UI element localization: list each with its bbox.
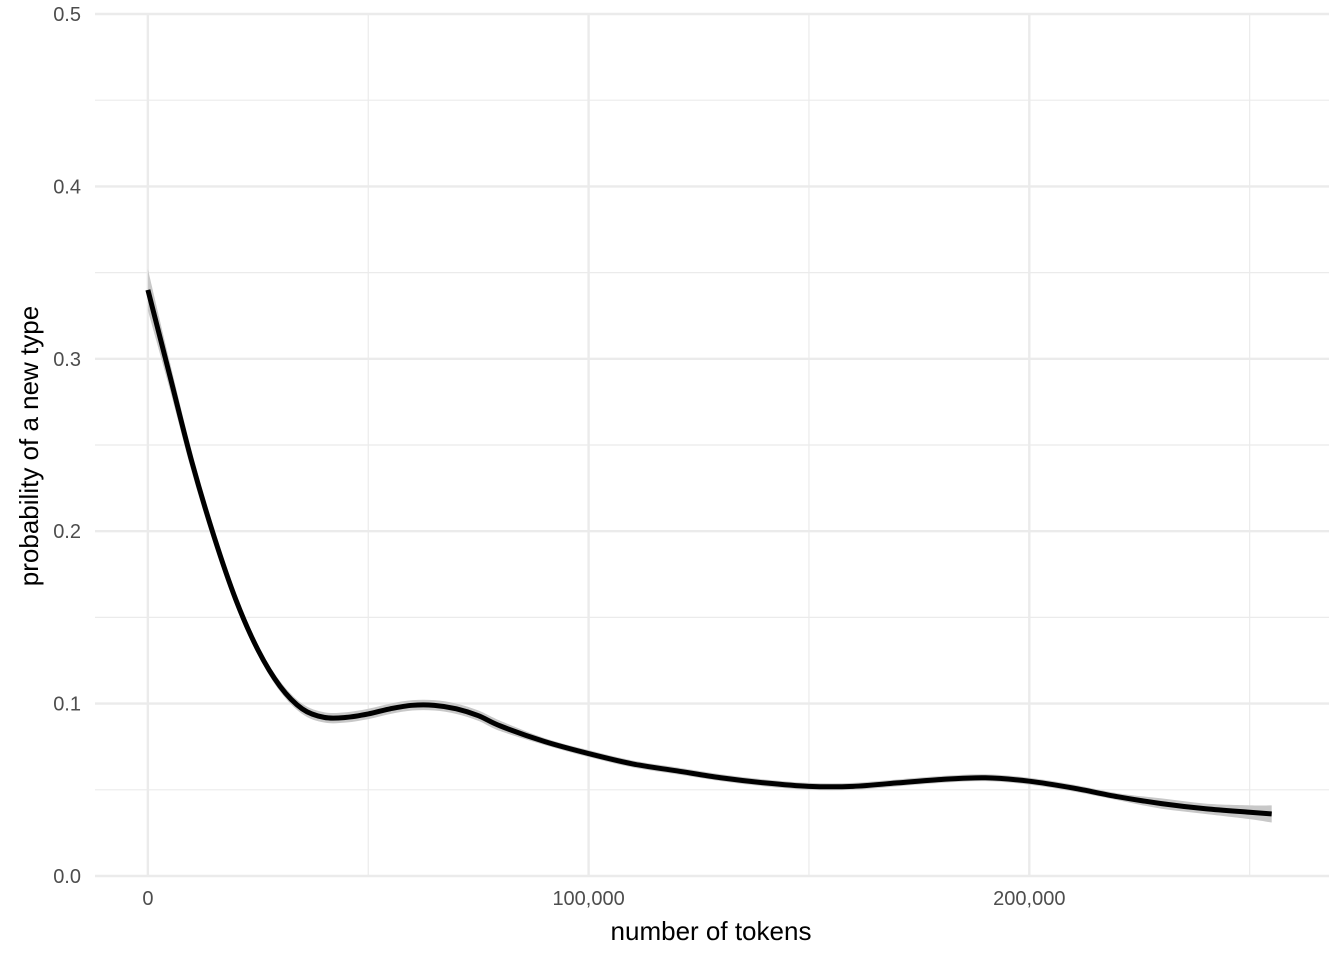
major-gridlines bbox=[95, 12, 1329, 878]
series-line bbox=[145, 289, 1272, 817]
minor-gridlines bbox=[95, 14, 1329, 876]
y-tick-label: 0.1 bbox=[53, 694, 81, 716]
y-axis-title: probability of a new type bbox=[14, 306, 44, 586]
y-tick-label: 0.4 bbox=[53, 176, 81, 198]
y-tick-label: 0.0 bbox=[53, 866, 81, 888]
x-tick-label: 100,000 bbox=[552, 888, 624, 910]
series-line-layer bbox=[145, 289, 1272, 817]
x-axis-title: number of tokens bbox=[611, 916, 812, 946]
y-axis-tick-labels: 0.0 0.1 0.2 0.3 0.4 0.5 bbox=[53, 4, 81, 888]
y-tick-label: 0.5 bbox=[53, 4, 81, 26]
x-axis-tick-labels: 0 100,000 200,000 bbox=[142, 888, 1065, 910]
confidence-band-layer bbox=[147, 269, 1272, 823]
y-tick-label: 0.2 bbox=[53, 521, 81, 543]
x-tick-label: 200,000 bbox=[993, 888, 1065, 910]
y-tick-label: 0.3 bbox=[53, 349, 81, 371]
x-tick-label: 0 bbox=[142, 888, 153, 910]
confidence-band bbox=[147, 269, 1272, 823]
